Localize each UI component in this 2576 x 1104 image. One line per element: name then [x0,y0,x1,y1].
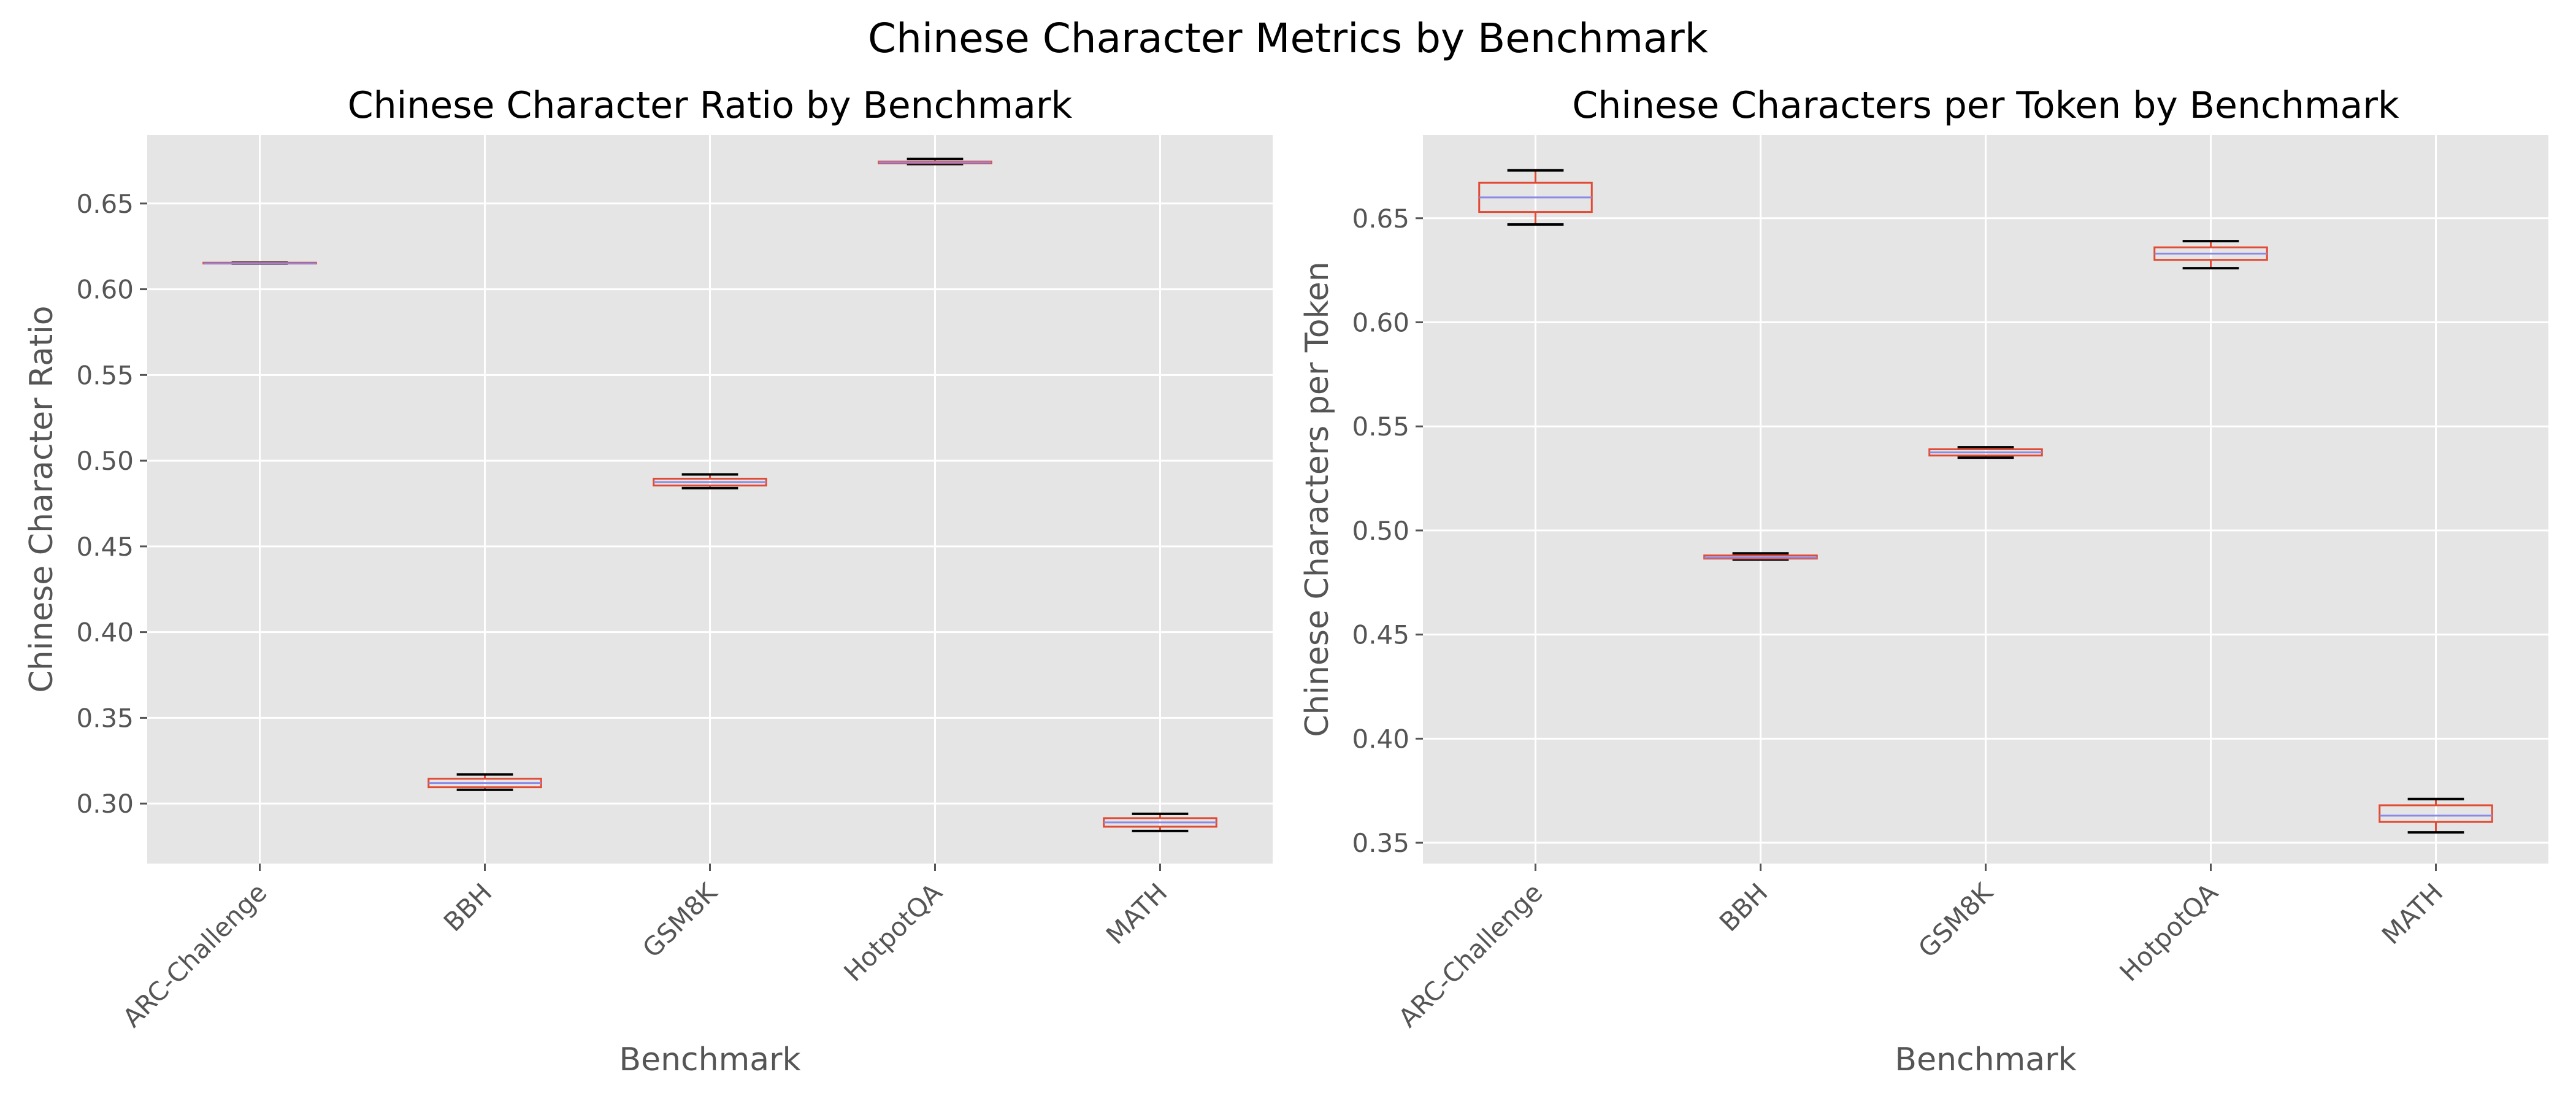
x-tick-label-math: MATH [1100,877,1173,950]
y-tick-label: 0.45 [76,532,134,562]
x-tick-label-hotpotqa: HotpotQA [2114,877,2223,987]
x-tick-label-gsm8k: GSM8K [1912,876,1999,964]
y-tick-label: 0.50 [76,446,134,476]
x-tick-label-bbh: BBH [438,877,498,937]
y-tick-label: 0.65 [76,189,134,219]
y-tick-label: 0.55 [1352,412,1409,442]
y-tick-label: 0.50 [1352,516,1409,546]
y-tick-label: 0.30 [76,789,134,819]
y-tick-label: 0.60 [1352,307,1409,337]
plot-chinese-characters-per-token: 0.35 0.40 0.45 0.50 0.55 0.60 0.65 ARC-Challeng… [1299,84,2548,1078]
x-axis-label: Benchmark [619,1041,800,1078]
y-tick-label: 0.35 [76,703,134,733]
y-tick-label: 0.40 [76,618,134,648]
box-bbh [427,773,542,791]
axes-title: Chinese Characters per Token by Benchmar… [1572,84,2399,127]
box-body [2379,804,2493,823]
x-tick-label-arc-challenge: ARC-Challenge [117,877,273,1033]
y-tick-label: 0.55 [76,360,134,390]
plot-chinese-character-ratio: 0.30 0.35 0.40 0.45 0.50 0.55 0.60 0.65 ARC-Chal… [23,84,1273,1078]
x-tick-label-gsm8k: GSM8K [637,876,724,964]
y-tick-label: 0.65 [1352,204,1409,234]
y-tick-label: 0.60 [76,275,134,305]
x-tick-label-bbh: BBH [1714,877,1774,937]
figure-title: Chinese Character Metrics by Benchmark [868,15,1709,62]
y-tick-label: 0.40 [1352,724,1409,754]
box-bbh [1703,552,1818,561]
box-arc-challenge [1478,169,1593,226]
x-tick-label-arc-challenge: ARC-Challenge [1393,877,1549,1033]
box-gsm8k [1928,446,2043,459]
x-tick-label-math: MATH [2376,877,2449,950]
y-axis-label: Chinese Character Ratio [23,305,60,692]
box-gsm8k [653,473,767,489]
x-tick-label-hotpotqa: HotpotQA [838,877,948,987]
y-axis-label: Chinese Characters per Token [1299,261,1336,737]
y-tick-label: 0.45 [1352,620,1409,650]
box-hotpotqa [878,158,992,166]
y-tick-label: 0.35 [1352,828,1409,858]
x-axis-label: Benchmark [1895,1041,2076,1078]
axes-title: Chinese Character Ratio by Benchmark [348,84,1073,127]
box-math [1103,812,1217,832]
box-math [2379,797,2493,834]
box-hotpotqa [2153,240,2268,270]
